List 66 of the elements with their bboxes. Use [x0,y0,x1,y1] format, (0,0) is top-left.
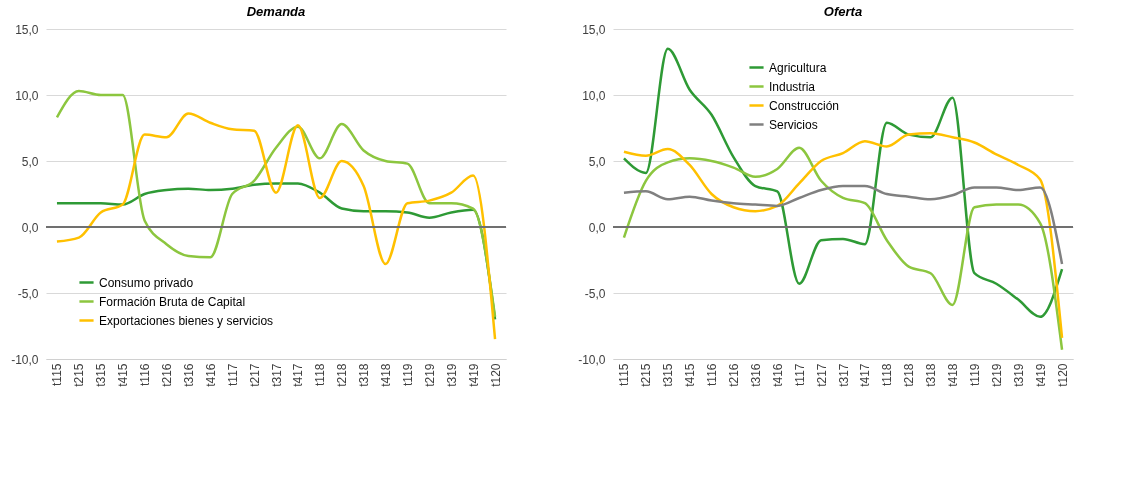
x-tick-label: t218 [335,363,350,387]
x-tick-label: t217 [814,363,829,387]
x-tick-label: t119 [400,363,415,386]
legend-label: Servicios [769,117,818,132]
y-tick-label: -10,0 [11,352,39,367]
legend-label: Formación Bruta de Capital [99,294,246,309]
legend-label: Consumo privado [99,275,194,290]
y-tick-label: 15,0 [15,22,39,37]
line-series [622,47,1064,319]
legend-label: Exportaciones bienes y servicios [99,313,274,328]
x-tick-label: t419 [466,363,481,387]
x-tick-label: t115 [617,363,632,386]
x-tick-label: t216 [159,363,174,387]
x-tick-label: t120 [1055,363,1070,387]
y-tick-label: 0,0 [588,220,606,235]
y-tick-label: 10,0 [582,88,606,103]
chart-title: Demanda [246,4,306,19]
x-tick-label: t418 [379,363,394,387]
legend-label: Agricultura [769,60,827,75]
x-tick-label: t417 [858,363,873,387]
x-tick-label: t316 [748,363,763,387]
x-tick-label: t116 [705,363,720,386]
x-tick-label: t219 [989,363,1004,387]
y-tick-label: 15,0 [582,22,606,37]
x-tick-label: t319 [444,363,459,387]
line-series [55,112,497,341]
x-tick-label: t317 [836,363,851,387]
y-tick-label: -5,0 [584,286,606,301]
x-tick-label: t416 [770,363,785,387]
chart-title: Oferta [823,4,863,19]
x-tick-label: t118 [880,363,895,386]
y-tick-label: 5,0 [588,154,606,169]
y-tick-label: 0,0 [21,220,39,235]
x-tick-label: t318 [357,363,372,387]
x-tick-label: t416 [203,363,218,387]
x-tick-label: t120 [488,363,503,387]
x-tick-label: t118 [313,363,328,386]
x-tick-label: t315 [94,363,109,387]
x-tick-label: t119 [967,363,982,386]
x-tick-label: t115 [50,363,65,386]
y-tick-label: 5,0 [21,154,39,169]
x-tick-label: t117 [792,363,807,386]
x-tick-label: t215 [639,363,654,387]
x-tick-label: t318 [924,363,939,387]
y-tick-label: 10,0 [15,88,39,103]
x-tick-label: t415 [683,363,698,387]
x-tick-label: t116 [138,363,153,386]
x-tick-label: t319 [1011,363,1026,387]
x-tick-label: t117 [225,363,240,386]
x-tick-label: t417 [291,363,306,387]
x-tick-label: t419 [1033,363,1048,387]
x-tick-label: t216 [726,363,741,387]
x-tick-label: t316 [181,363,196,387]
x-tick-label: t215 [72,363,87,387]
legend-label: Industria [769,79,816,94]
x-tick-label: t219 [422,363,437,387]
line-series [622,184,1064,266]
x-tick-label: t315 [661,363,676,387]
y-tick-label: -5,0 [17,286,39,301]
legend-label: Construcción [769,98,840,113]
y-tick-label: -10,0 [578,352,606,367]
x-tick-label: t217 [247,363,262,387]
x-tick-label: t218 [902,363,917,387]
x-tick-label: t418 [946,363,961,387]
x-tick-label: t317 [269,363,284,387]
x-tick-label: t415 [116,363,131,387]
